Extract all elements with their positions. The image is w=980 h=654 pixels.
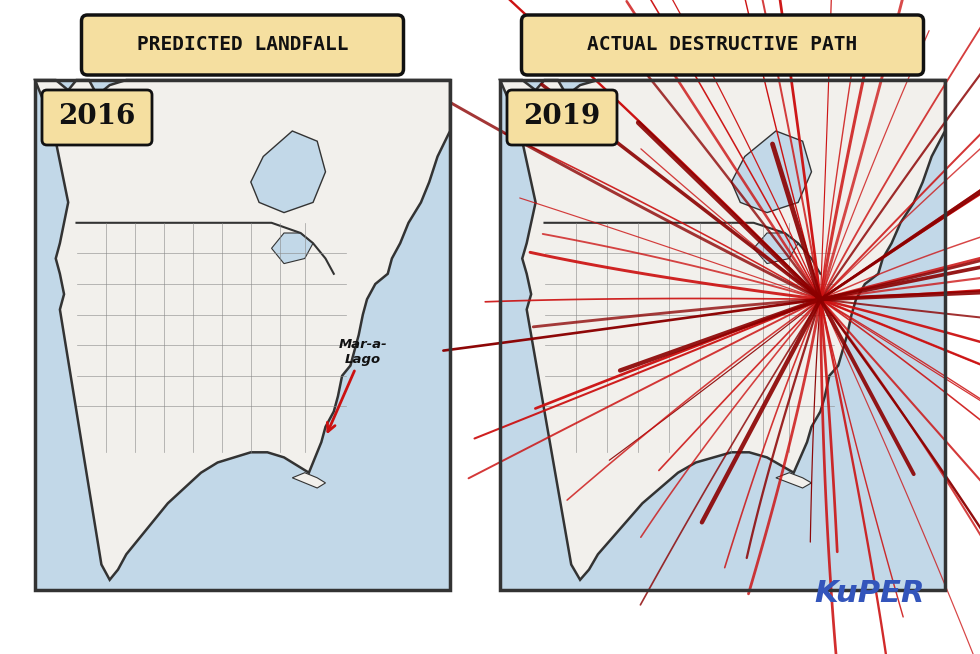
Polygon shape xyxy=(251,131,325,213)
Bar xyxy=(35,80,450,590)
Bar xyxy=(500,80,945,590)
Polygon shape xyxy=(754,233,798,264)
Text: 2016: 2016 xyxy=(59,103,135,131)
Text: ACTUAL DESTRUCTIVE PATH: ACTUAL DESTRUCTIVE PATH xyxy=(587,35,858,54)
Polygon shape xyxy=(271,233,313,264)
Text: 2019: 2019 xyxy=(523,103,601,131)
Text: PREDICTED LANDFALL: PREDICTED LANDFALL xyxy=(137,35,348,54)
FancyBboxPatch shape xyxy=(42,90,152,145)
Bar xyxy=(35,80,450,590)
FancyBboxPatch shape xyxy=(521,15,923,75)
Bar xyxy=(500,80,945,590)
FancyBboxPatch shape xyxy=(507,90,617,145)
FancyBboxPatch shape xyxy=(81,15,404,75)
Polygon shape xyxy=(292,473,325,488)
Polygon shape xyxy=(500,80,945,580)
Polygon shape xyxy=(35,80,450,580)
Text: Mar-a-
Lago: Mar-a- Lago xyxy=(327,337,387,432)
Polygon shape xyxy=(776,473,811,488)
Polygon shape xyxy=(731,131,811,213)
Text: KuPER: KuPER xyxy=(814,579,925,608)
